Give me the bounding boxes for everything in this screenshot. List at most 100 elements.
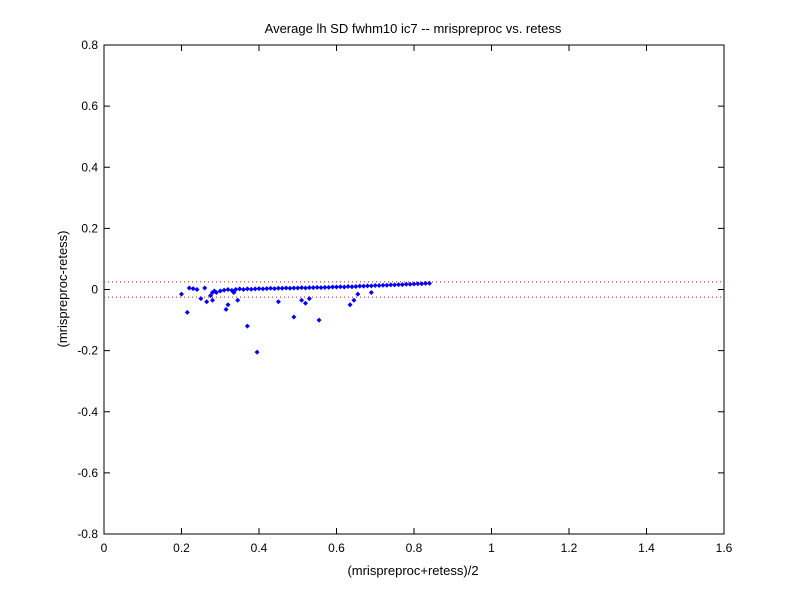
data-point	[306, 296, 312, 302]
data-point	[380, 282, 386, 288]
data-point	[384, 282, 390, 288]
x-tick-label: 0.2	[173, 541, 190, 555]
data-point	[264, 286, 270, 292]
data-point	[368, 283, 374, 289]
data-point	[210, 297, 215, 303]
data-point	[316, 317, 322, 323]
data-point	[223, 306, 229, 312]
data-point	[287, 285, 293, 291]
data-point	[388, 282, 394, 288]
data-point	[248, 286, 254, 292]
data-point	[299, 285, 305, 291]
y-tick-label: 0.2	[81, 221, 98, 235]
data-point	[306, 285, 312, 291]
plot-area	[103, 44, 725, 535]
data-point	[190, 286, 196, 292]
chart-title: Average lh SD fwhm10 ic7 -- mrispreproc …	[265, 21, 562, 36]
data-point	[415, 281, 421, 287]
data-point	[279, 285, 285, 291]
data-point	[345, 283, 351, 289]
data-point	[334, 284, 339, 290]
data-point	[186, 285, 192, 291]
data-point	[217, 288, 223, 294]
data-point	[337, 284, 343, 290]
x-tick-label: 1.6	[716, 541, 733, 555]
data-point	[252, 286, 258, 292]
y-tick-label: 0	[91, 283, 98, 297]
data-point	[357, 283, 363, 289]
data-point	[268, 285, 274, 291]
y-axis-ticks: -0.8 -0.6 -0.4 -0.2 0 0.2 0.4 0.6 0.8	[77, 38, 724, 541]
data-point	[365, 283, 370, 289]
y-tick-label: -0.8	[77, 527, 98, 541]
y-tick-label: 0.6	[81, 99, 98, 113]
data-points	[179, 280, 432, 355]
data-point	[392, 282, 398, 288]
data-point	[225, 302, 231, 308]
data-point	[244, 323, 250, 329]
y-tick-label: -0.6	[77, 466, 98, 480]
data-point	[361, 283, 367, 289]
x-tick-label: 1	[488, 541, 495, 555]
reference-lines	[104, 281, 724, 298]
data-point	[355, 291, 361, 297]
data-point	[341, 284, 347, 290]
data-point	[295, 285, 301, 291]
data-point	[272, 286, 277, 292]
data-point	[244, 286, 250, 292]
data-point	[368, 290, 374, 296]
data-point	[303, 285, 308, 291]
data-point	[376, 283, 382, 289]
data-point	[322, 284, 328, 290]
data-point	[423, 280, 429, 286]
data-point	[198, 296, 204, 302]
data-point	[314, 284, 320, 290]
y-tick-label: -0.2	[77, 344, 98, 358]
data-point	[396, 282, 401, 288]
x-tick-label: 1.2	[561, 541, 578, 555]
data-point	[260, 286, 266, 292]
data-point	[326, 284, 332, 290]
data-point	[419, 281, 425, 287]
data-point	[235, 297, 241, 303]
data-point	[310, 285, 316, 291]
data-point	[347, 302, 353, 308]
data-point	[254, 349, 260, 355]
data-point	[427, 280, 432, 286]
x-axis-label: (mrispreproc+retess)/2	[347, 563, 478, 578]
x-tick-label: 1.4	[638, 541, 655, 555]
data-point	[349, 284, 355, 290]
data-point	[221, 287, 227, 293]
data-point	[353, 283, 359, 289]
x-tick-label: 0.8	[406, 541, 423, 555]
data-point	[179, 291, 184, 297]
data-point	[299, 297, 305, 303]
data-point	[411, 281, 417, 287]
y-tick-label: 0.8	[81, 38, 98, 52]
data-point	[283, 285, 289, 291]
data-point	[213, 290, 219, 296]
data-point	[403, 281, 409, 287]
data-point	[303, 300, 308, 306]
y-tick-label: -0.4	[77, 405, 98, 419]
x-axis-ticks: 0 0.2 0.4 0.6 0.8 1 1.2 1.4 1.6	[101, 45, 733, 555]
y-tick-label: 0.4	[81, 160, 98, 174]
data-point	[237, 286, 243, 292]
x-tick-label: 0	[101, 541, 108, 555]
data-point	[275, 299, 281, 305]
data-point	[351, 297, 357, 303]
data-point	[291, 314, 297, 320]
data-point	[184, 309, 190, 315]
data-point	[225, 287, 231, 292]
y-axis-label: (mrispreproc-retess)	[55, 230, 70, 347]
data-point	[204, 299, 210, 305]
data-point	[256, 286, 262, 292]
data-point	[275, 285, 281, 291]
data-point	[372, 283, 378, 289]
x-tick-label: 0.6	[328, 541, 345, 555]
data-point	[202, 285, 208, 291]
data-point	[407, 281, 413, 287]
data-point	[318, 285, 324, 291]
data-point	[291, 285, 297, 291]
